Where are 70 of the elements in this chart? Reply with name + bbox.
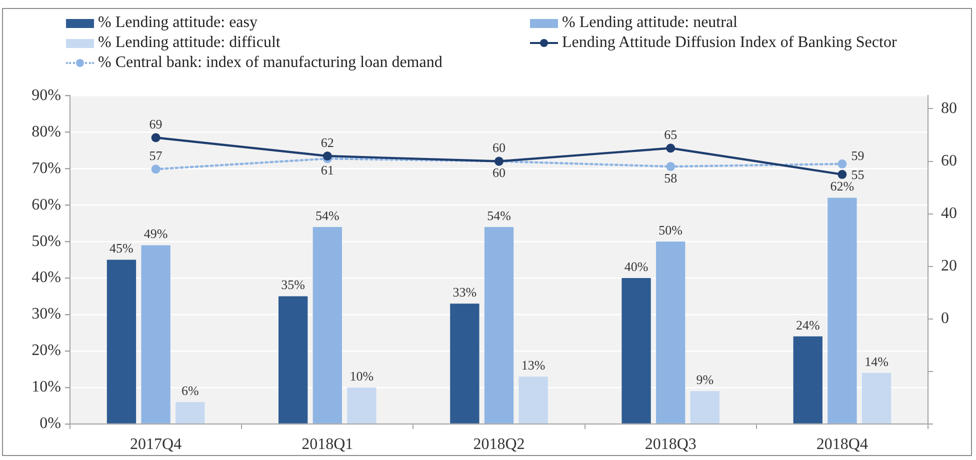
data-label: 65: [664, 127, 678, 142]
y2-tick-label: 80: [941, 100, 957, 117]
data-label: 45%: [110, 240, 134, 256]
bar: [312, 226, 342, 424]
bar: [793, 336, 822, 424]
bar: [141, 245, 170, 424]
bar: [176, 402, 205, 424]
bar: [450, 304, 480, 424]
x-tick-label: 2018Q1: [302, 436, 354, 453]
y-tick-label: 60%: [32, 196, 61, 214]
x-tick-label: 2018Q3: [644, 436, 696, 453]
x-tick-label: 2018Q2: [473, 436, 525, 453]
bar: [828, 198, 857, 424]
bar: [862, 372, 892, 424]
y-tick-label: 50%: [32, 232, 61, 250]
legend-label: % Lending attitude: difficult: [98, 34, 280, 52]
legend-label: Lending Attitude Diffusion Index of Banking Sector: [562, 34, 897, 52]
data-label: 49%: [144, 226, 168, 242]
data-label: 59: [851, 148, 864, 163]
data-label: 60: [492, 140, 506, 156]
bar: [484, 226, 514, 424]
data-label: 14%: [864, 354, 889, 369]
data-label: 40%: [624, 258, 648, 274]
data-label: 13%: [521, 357, 546, 372]
data-label: 9%: [696, 372, 714, 388]
y2-tick-label: 60: [941, 152, 957, 170]
point: [322, 152, 332, 161]
data-label: 62: [320, 134, 334, 150]
y2-tick-label: 20: [941, 258, 957, 275]
y-tick-label: 40%: [32, 269, 61, 286]
data-label: 24%: [796, 317, 820, 332]
bar: [106, 260, 136, 424]
point: [666, 162, 676, 172]
data-label: 60: [492, 165, 506, 180]
bar: [656, 242, 686, 424]
bar: [622, 278, 651, 424]
legend-label: % Lending attitude: neutral: [562, 14, 738, 32]
legend-label: % Lending attitude: easy: [98, 14, 258, 32]
bar: [347, 388, 376, 424]
data-label: 61: [320, 162, 334, 178]
point: [666, 144, 676, 153]
y2-tick-label: 40: [941, 205, 957, 222]
point: [151, 164, 160, 174]
data-label: 58: [664, 170, 678, 186]
point: [838, 170, 847, 179]
data-label: 35%: [281, 277, 306, 292]
data-label: 69: [149, 116, 162, 132]
data-label: 33%: [452, 284, 477, 300]
bar: [278, 296, 308, 424]
data-label: 10%: [350, 368, 374, 384]
point: [838, 159, 847, 168]
y-tick-label: 70%: [32, 160, 61, 177]
point: [151, 133, 160, 142]
data-label: 50%: [658, 222, 683, 238]
x-tick-label: 2017Q4: [130, 436, 182, 453]
y2-tick-label: 0: [941, 310, 949, 328]
bar: [690, 391, 720, 424]
y-tick-label: 0%: [40, 415, 61, 432]
y-tick-label: 10%: [32, 378, 61, 396]
legend-label: % Central bank: index of manufacturing loan demand: [98, 54, 442, 72]
data-label: 6%: [181, 383, 199, 398]
data-label: 57: [149, 148, 163, 164]
bar: [518, 376, 548, 424]
y-tick-label: 20%: [32, 342, 61, 360]
y-tick-label: 90%: [32, 86, 61, 104]
data-label: 54%: [315, 208, 340, 223]
y-tick-label: 80%: [32, 123, 61, 140]
data-label: 54%: [487, 208, 512, 223]
y-tick-label: 30%: [32, 306, 61, 323]
x-tick-label: 2018Q4: [816, 436, 868, 453]
